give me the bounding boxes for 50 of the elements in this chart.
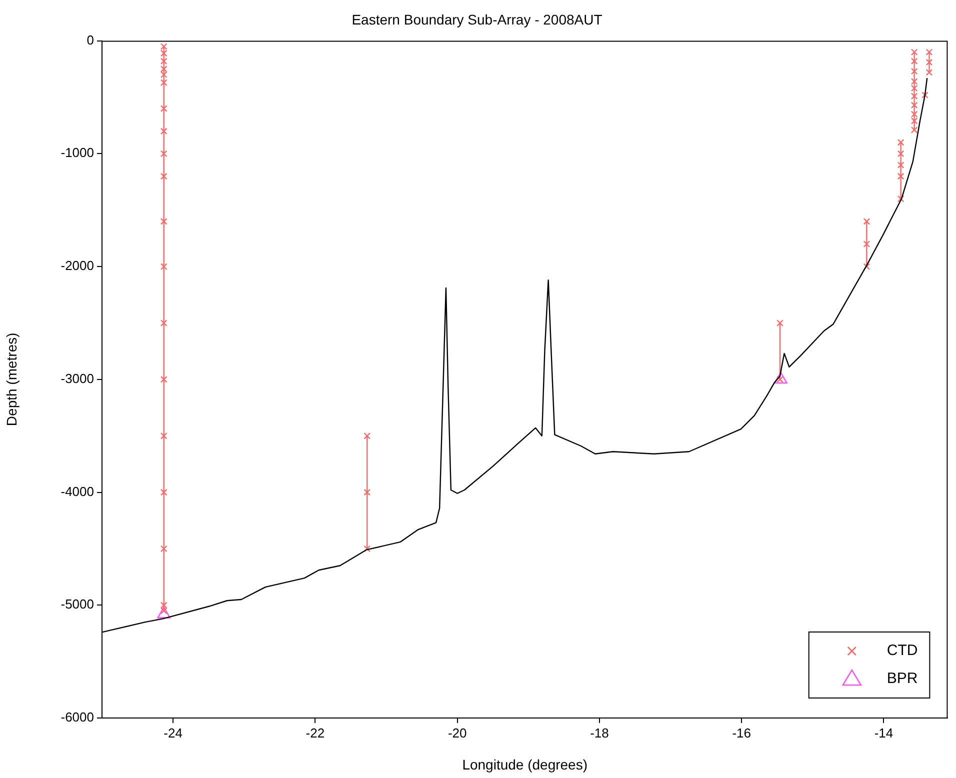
point: [897, 138, 904, 146]
point: [910, 126, 918, 134]
point: [160, 432, 168, 440]
x-tick-label: -24: [164, 725, 182, 740]
point: [160, 488, 168, 496]
point: [863, 218, 870, 225]
legend-label: BPR: [886, 670, 918, 688]
point: [160, 545, 168, 552]
x-tick-label: -22: [306, 725, 325, 740]
x-axis-title: Longitude (degrees): [462, 756, 588, 772]
point: [922, 92, 928, 98]
point: [160, 172, 168, 180]
x-tick-label: -18: [590, 725, 609, 740]
point: [160, 128, 168, 135]
point: [863, 263, 870, 270]
x-tick-label: -20: [448, 725, 467, 740]
legend-label: CTD: [886, 642, 918, 660]
point: [160, 218, 168, 225]
point: [897, 150, 904, 158]
y-tick-label: -3000: [60, 370, 94, 386]
point: [910, 102, 918, 109]
point: [897, 162, 904, 168]
point: [926, 48, 933, 56]
point: [926, 58, 933, 66]
x-tick-label: -14: [874, 725, 894, 740]
point: [776, 320, 784, 326]
point: [160, 263, 168, 270]
point: [160, 376, 168, 383]
point: [897, 195, 904, 202]
y-tick-label: -6000: [60, 710, 94, 725]
point: [364, 545, 371, 552]
point: [910, 68, 918, 75]
y-tick-label: -4000: [60, 484, 94, 499]
point: [910, 48, 918, 56]
point: [364, 432, 371, 440]
point: [910, 58, 918, 65]
chart-title: Eastern Boundary Sub-Array - 2008AUT: [352, 11, 603, 28]
point: [160, 105, 168, 112]
y-tick-label: -5000: [60, 596, 94, 612]
point: [863, 240, 870, 248]
point: [160, 150, 168, 158]
y-tick-label: 0: [86, 32, 94, 48]
y-tick-label: -2000: [60, 258, 94, 274]
y-tick-label: -1000: [60, 145, 94, 160]
point: [897, 172, 904, 180]
y-axis-title: Depth (metres): [3, 332, 20, 426]
point: [160, 320, 168, 326]
point: [364, 488, 371, 496]
point: [926, 68, 933, 76]
x-tick-label: -16: [732, 725, 752, 740]
